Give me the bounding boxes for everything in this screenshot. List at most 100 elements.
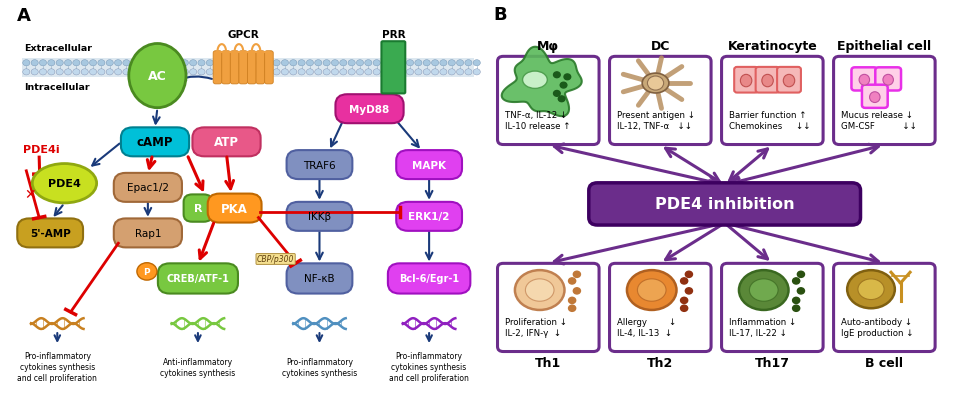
Circle shape (448, 60, 455, 66)
Circle shape (273, 60, 280, 66)
FancyBboxPatch shape (388, 264, 470, 294)
Circle shape (173, 69, 180, 76)
Circle shape (406, 60, 414, 66)
Text: MyD88: MyD88 (350, 104, 390, 114)
Circle shape (415, 69, 422, 76)
Text: Present antigen ↓
IL-12, TNF-α   ↓↓: Present antigen ↓ IL-12, TNF-α ↓↓ (617, 110, 695, 131)
Circle shape (365, 60, 372, 66)
Circle shape (231, 69, 239, 76)
Circle shape (240, 69, 247, 76)
Circle shape (315, 60, 322, 66)
Circle shape (356, 69, 364, 76)
Circle shape (223, 60, 230, 66)
Circle shape (106, 69, 114, 76)
Text: Th2: Th2 (647, 356, 673, 369)
Circle shape (568, 297, 576, 304)
Text: Bcl-6/Egr-1: Bcl-6/Egr-1 (399, 274, 459, 284)
Circle shape (281, 69, 289, 76)
Circle shape (365, 69, 372, 76)
Circle shape (448, 69, 455, 76)
Circle shape (323, 69, 330, 76)
Circle shape (440, 69, 447, 76)
FancyBboxPatch shape (834, 264, 935, 352)
Circle shape (190, 60, 196, 66)
Circle shape (348, 60, 355, 66)
Circle shape (115, 60, 121, 66)
FancyBboxPatch shape (287, 151, 352, 180)
Circle shape (686, 272, 692, 278)
Circle shape (415, 60, 422, 66)
Circle shape (123, 69, 130, 76)
Circle shape (31, 60, 39, 66)
Circle shape (647, 77, 664, 91)
Circle shape (681, 306, 688, 311)
Circle shape (473, 60, 481, 66)
Text: Pro-inflammatory
cytokines synthesis
and cell proliferation: Pro-inflammatory cytokines synthesis and… (17, 351, 97, 382)
FancyBboxPatch shape (213, 52, 221, 85)
Circle shape (568, 278, 576, 284)
FancyBboxPatch shape (851, 68, 877, 91)
Circle shape (190, 69, 196, 76)
Circle shape (90, 60, 96, 66)
Circle shape (39, 69, 46, 76)
Text: CBP/p300: CBP/p300 (257, 255, 295, 264)
Circle shape (356, 60, 364, 66)
Ellipse shape (515, 271, 564, 310)
Circle shape (381, 69, 389, 76)
Circle shape (431, 69, 438, 76)
FancyBboxPatch shape (158, 264, 238, 294)
Circle shape (173, 60, 180, 66)
Text: ERK1/2: ERK1/2 (408, 212, 450, 222)
Circle shape (423, 69, 430, 76)
Text: Epithelial cell: Epithelial cell (837, 40, 931, 53)
FancyBboxPatch shape (610, 264, 711, 352)
Circle shape (215, 60, 221, 66)
Text: R: R (194, 204, 202, 214)
Text: B cell: B cell (866, 356, 903, 369)
Ellipse shape (741, 75, 752, 88)
Text: cAMP: cAMP (137, 136, 173, 149)
Text: Anti-inflammatory
cytokines synthesis: Anti-inflammatory cytokines synthesis (160, 357, 236, 377)
Circle shape (156, 60, 164, 66)
Circle shape (465, 60, 472, 66)
Circle shape (81, 60, 89, 66)
FancyBboxPatch shape (834, 57, 935, 145)
FancyBboxPatch shape (256, 52, 265, 85)
Circle shape (340, 60, 347, 66)
Circle shape (73, 60, 80, 66)
FancyBboxPatch shape (335, 95, 403, 124)
Text: PRR: PRR (381, 30, 405, 40)
Ellipse shape (749, 279, 778, 301)
FancyBboxPatch shape (396, 202, 462, 231)
Circle shape (123, 60, 130, 66)
Circle shape (156, 69, 164, 76)
Circle shape (568, 306, 576, 311)
Polygon shape (502, 47, 582, 117)
Ellipse shape (129, 44, 186, 108)
FancyBboxPatch shape (230, 52, 239, 85)
Circle shape (564, 75, 571, 81)
FancyBboxPatch shape (734, 68, 758, 93)
Circle shape (456, 69, 463, 76)
Ellipse shape (859, 75, 870, 86)
Text: GPCR: GPCR (227, 30, 259, 40)
Ellipse shape (638, 279, 666, 301)
Text: Inflammation ↓
IL-17, IL-22 ↓: Inflammation ↓ IL-17, IL-22 ↓ (729, 317, 796, 337)
Circle shape (348, 69, 355, 76)
Text: PKA: PKA (221, 202, 248, 215)
FancyBboxPatch shape (588, 183, 861, 225)
Circle shape (56, 60, 64, 66)
Circle shape (793, 278, 799, 284)
FancyBboxPatch shape (756, 68, 779, 93)
FancyBboxPatch shape (17, 219, 83, 248)
Ellipse shape (858, 279, 884, 300)
Circle shape (140, 69, 146, 76)
Circle shape (247, 69, 255, 76)
Circle shape (165, 60, 171, 66)
FancyBboxPatch shape (721, 57, 823, 145)
Circle shape (298, 69, 305, 76)
Ellipse shape (33, 164, 96, 203)
Circle shape (554, 73, 560, 78)
FancyBboxPatch shape (498, 57, 599, 145)
Bar (21, 59, 475, 77)
